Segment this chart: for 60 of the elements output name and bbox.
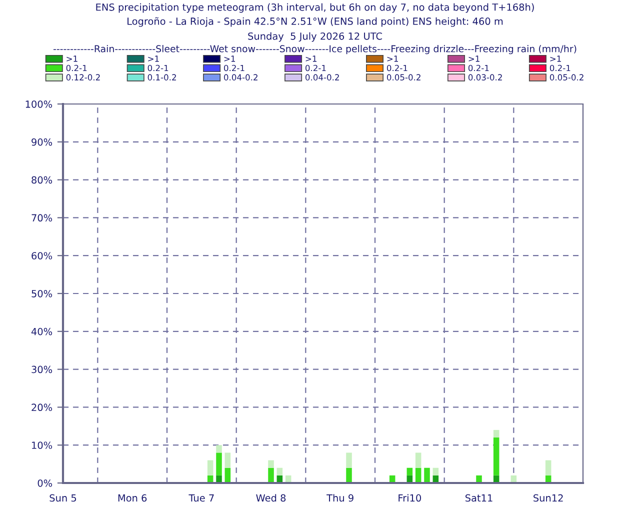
- x-tick-label: Fri10: [398, 494, 421, 502]
- bar: [545, 460, 552, 476]
- y-tick-label: 100%: [26, 100, 52, 108]
- legend-label: 0.2-1: [468, 64, 489, 72]
- legend-label: >1: [387, 56, 398, 62]
- legend-label: 0.2-1: [148, 64, 168, 72]
- chart-subtitle: Logroño - La Rioja - Spain 42.5°N 2.51°W (ENS land point) ENS height: 460 m: [128, 17, 503, 27]
- legend-label: 0.03-0.2: [468, 74, 502, 80]
- legend-label: >1: [550, 56, 561, 62]
- bar: [406, 468, 413, 476]
- legend-label: >1: [468, 56, 480, 62]
- y-tick-label: 80%: [32, 176, 52, 184]
- y-tick-label: 0%: [38, 479, 52, 487]
- y-tick-label: 10%: [32, 442, 52, 449]
- y-tick-label: 90%: [32, 138, 52, 146]
- bar: [493, 438, 500, 476]
- x-tick-label: Sun12: [534, 494, 563, 502]
- x-tick-label: Wed 8: [256, 494, 286, 502]
- legend-label: 0.04-0.2: [305, 74, 339, 80]
- bar: [216, 445, 222, 453]
- legend-label: 0.2-1: [224, 64, 244, 72]
- legend-label: 0.2-1: [386, 64, 408, 72]
- bar: [276, 468, 283, 476]
- legend-label: 0.04-0.2: [224, 74, 258, 80]
- legend-label: >1: [224, 56, 235, 62]
- legend-label: >1: [306, 56, 316, 62]
- x-tick-label: Mon 6: [118, 494, 147, 502]
- y-tick-label: 40%: [31, 328, 52, 336]
- legend-label: 0.2-1: [550, 64, 570, 72]
- x-tick-label: Tue 7: [188, 494, 214, 502]
- legend-label: 0.1-0.2: [148, 74, 176, 80]
- bar: [224, 452, 231, 468]
- bar: [432, 468, 439, 476]
- x-tick-label: Thu 9: [326, 494, 354, 502]
- y-tick-label: 70%: [32, 214, 52, 222]
- y-tick-label: 50%: [32, 290, 52, 298]
- y-tick-label: 30%: [32, 366, 52, 374]
- bar: [268, 460, 274, 468]
- bar: [415, 452, 422, 468]
- legend-label: 0.05-0.2: [386, 74, 420, 80]
- x-tick-label: Sun 5: [50, 494, 76, 502]
- bar: [268, 468, 274, 483]
- legend-label: 0.2-1: [66, 64, 87, 72]
- bar: [207, 460, 214, 476]
- y-tick-label: 60%: [32, 252, 52, 260]
- text: Sunday 5 July 2026 12 UTC: [248, 32, 382, 42]
- chart-title: ENS precipitation type meteogram (3h interval, but 6h on day 7, no data beyond T+168h): [96, 3, 534, 13]
- bar: [346, 468, 352, 483]
- legend-label: >1: [148, 56, 159, 62]
- bar: [216, 452, 222, 476]
- legend-label: 0.12-0.2: [66, 74, 100, 80]
- legend-label: 0.05-0.2: [550, 74, 584, 80]
- legend-label: 0.2-1: [305, 64, 326, 72]
- bar: [493, 430, 500, 438]
- legend-title: ------------Rain------------Sleet---------Wet snow-------Snow-------Ice pellets----Freezing drizzle---Freezing rain (mm/hr): [53, 45, 576, 54]
- y-tick-label: 20%: [32, 404, 52, 412]
- legend-label: >1: [66, 56, 78, 62]
- bar: [346, 452, 352, 468]
- x-tick-label: Sat11: [465, 494, 492, 502]
- bar: [424, 468, 430, 483]
